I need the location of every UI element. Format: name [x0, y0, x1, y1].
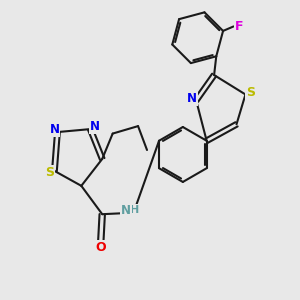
Text: N: N: [50, 123, 59, 136]
Text: N: N: [187, 92, 197, 105]
Text: S: S: [246, 85, 255, 99]
Text: H: H: [130, 205, 140, 215]
Text: O: O: [95, 242, 106, 254]
Text: N: N: [90, 120, 100, 133]
Text: F: F: [235, 20, 243, 33]
Text: S: S: [46, 166, 55, 179]
Text: N: N: [121, 204, 131, 217]
